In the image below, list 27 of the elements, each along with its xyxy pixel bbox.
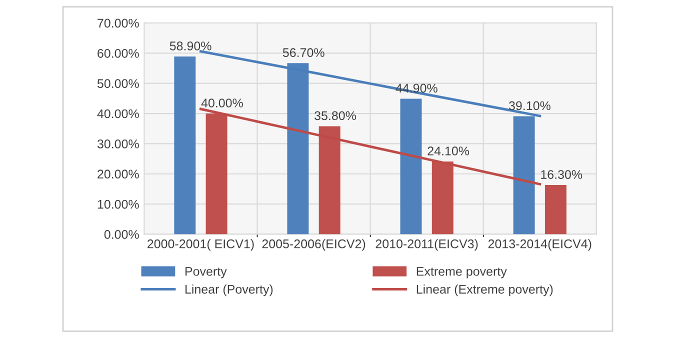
data-label: 58.90% xyxy=(170,42,212,50)
data-label: 35.80% xyxy=(314,111,356,120)
y-tick-label: 50.00% xyxy=(97,79,139,88)
y-tick-label: 0.00% xyxy=(104,230,139,239)
y-tick-label: 70.00% xyxy=(98,18,139,28)
data-label: 44.90% xyxy=(396,84,438,93)
y-tick-label: 40.00% xyxy=(97,109,139,118)
data-label: 40.00% xyxy=(201,98,243,108)
y-tick-label: 60.00% xyxy=(98,48,139,58)
x-tick-label: 2000-2001( EICV1) xyxy=(148,239,254,251)
y-tick-label: 10.00% xyxy=(98,200,139,209)
legend-label: Linear (Extreme poverty) xyxy=(416,284,553,296)
y-tick-label: 30.00% xyxy=(97,140,139,148)
data-label: 16.30% xyxy=(541,170,582,179)
x-tick-label: 2013-2014(EICV4) xyxy=(488,239,592,251)
data-label: 39.10% xyxy=(508,101,550,110)
x-tick-label: 2010-2011(EICV3) xyxy=(376,239,478,251)
x-tick-label: 2005-2006(EICV2) xyxy=(262,239,366,251)
bar xyxy=(174,56,196,234)
data-label: 56.70% xyxy=(282,48,324,58)
bar xyxy=(544,185,566,234)
legend-label: Extreme poverty xyxy=(416,267,507,278)
legend-label: Linear (Poverty) xyxy=(185,284,273,296)
legend-label: Poverty xyxy=(185,267,227,278)
data-label: 24.10% xyxy=(428,146,470,156)
y-tick-label: 20.00% xyxy=(98,170,139,179)
bar xyxy=(400,98,422,234)
